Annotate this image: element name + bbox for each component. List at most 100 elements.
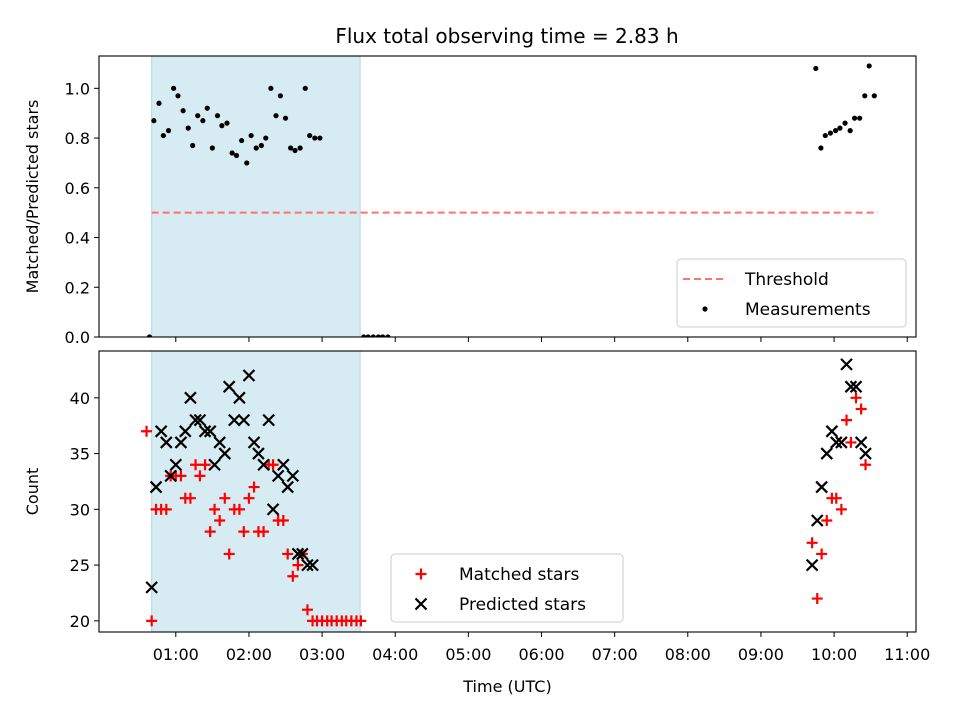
y-axis-label: Matched/Predicted stars [23,100,42,294]
bottom-panel-counts: 20 25 30 35 40 01:00 02:00 03:00 04:00 05:00 06:00… [23,350,930,696]
data-point [835,436,848,449]
data-point [213,436,226,449]
data-point [825,425,839,438]
y-tick-label: 30 [70,500,90,519]
data-point [291,547,305,561]
legend-label: Predicted stars [459,595,586,615]
legend-label: Matched stars [459,565,579,585]
x-tick-label: 05:00 [445,645,491,664]
data-point [179,425,192,438]
data-point [190,142,196,149]
legend-swatch [702,306,708,312]
data-point [842,120,848,126]
data-point [219,123,225,129]
data-point [271,469,285,483]
data-point [252,447,265,460]
data-point [219,492,231,504]
axes-frame [98,350,917,633]
data-point [233,391,246,405]
data-point [287,570,299,582]
data-point [859,447,872,460]
data-point [160,132,166,139]
data-point [184,391,197,405]
data-point [237,413,251,427]
data-point [209,503,221,515]
data-point [193,413,207,427]
data-point [194,470,206,482]
data-point [282,115,289,121]
data-point [242,369,256,382]
data-point [222,380,236,393]
data-point [268,85,274,91]
data-point [296,547,309,561]
data-point [361,334,367,337]
chart-title: Flux total observing time = 2.83 h [335,24,678,48]
data-point [355,615,367,627]
data-point [837,125,843,131]
data-point [312,135,318,141]
data-point [146,334,153,337]
data-point [175,470,187,482]
data-point [160,503,172,515]
data-point [317,135,323,141]
observing-span [151,351,361,632]
data-point [273,113,279,119]
data-point [266,503,280,516]
data-point [239,137,245,144]
x-tick-label: 03:00 [299,645,345,664]
data-point [835,503,847,515]
y-axis-label: Count [23,468,42,516]
x-tick-label: 01:00 [153,645,199,664]
x-tick-label: 06:00 [518,645,564,664]
data-point [233,503,245,515]
data-point [292,559,304,571]
data-point [244,160,250,166]
data-point [154,425,168,438]
y-tick-label: 20 [70,612,90,631]
y-tick-label: 40 [70,389,90,408]
data-point [146,615,158,627]
x-tick-label: 04:00 [372,645,418,664]
data-point [218,447,232,460]
x-tick-label: 11:00 [884,645,930,664]
series-measurements [146,63,877,337]
data-point [306,558,319,572]
data-point [829,436,843,449]
x-tick-label: 08:00 [665,645,711,664]
data-point [822,132,828,139]
data-point [247,436,261,449]
data-point [223,548,235,560]
data-point [840,358,853,371]
data-point [288,145,294,151]
data-point [174,436,188,449]
data-point [281,480,294,494]
data-point [845,436,857,448]
data-point [180,108,186,114]
data-point [184,492,196,504]
data-point [860,459,872,471]
data-point [370,334,376,337]
data-point [827,130,834,136]
y-tick-label: 35 [70,445,90,464]
data-point [277,458,290,472]
data-point [190,459,202,471]
data-point [203,425,217,438]
y-tick-label: 25 [70,556,90,575]
data-point [145,581,158,594]
data-point [830,492,842,504]
y-tick-label: 0.0 [65,328,90,347]
data-point [844,380,858,393]
data-point [850,392,862,404]
x-axis-label: Time (UTC) [462,677,551,696]
data-point [277,93,283,99]
data-point [277,514,289,526]
x-tick-label: 09:00 [738,645,784,664]
data-point [258,526,270,538]
top-panel-ratio: 0.0 0.2 0.4 0.6 0.8 1.0 Matched/Predicted star… [23,55,917,347]
data-point [866,63,872,69]
data-point [292,147,298,154]
data-point [821,514,833,526]
data-point [262,413,275,427]
data-point [267,459,279,471]
